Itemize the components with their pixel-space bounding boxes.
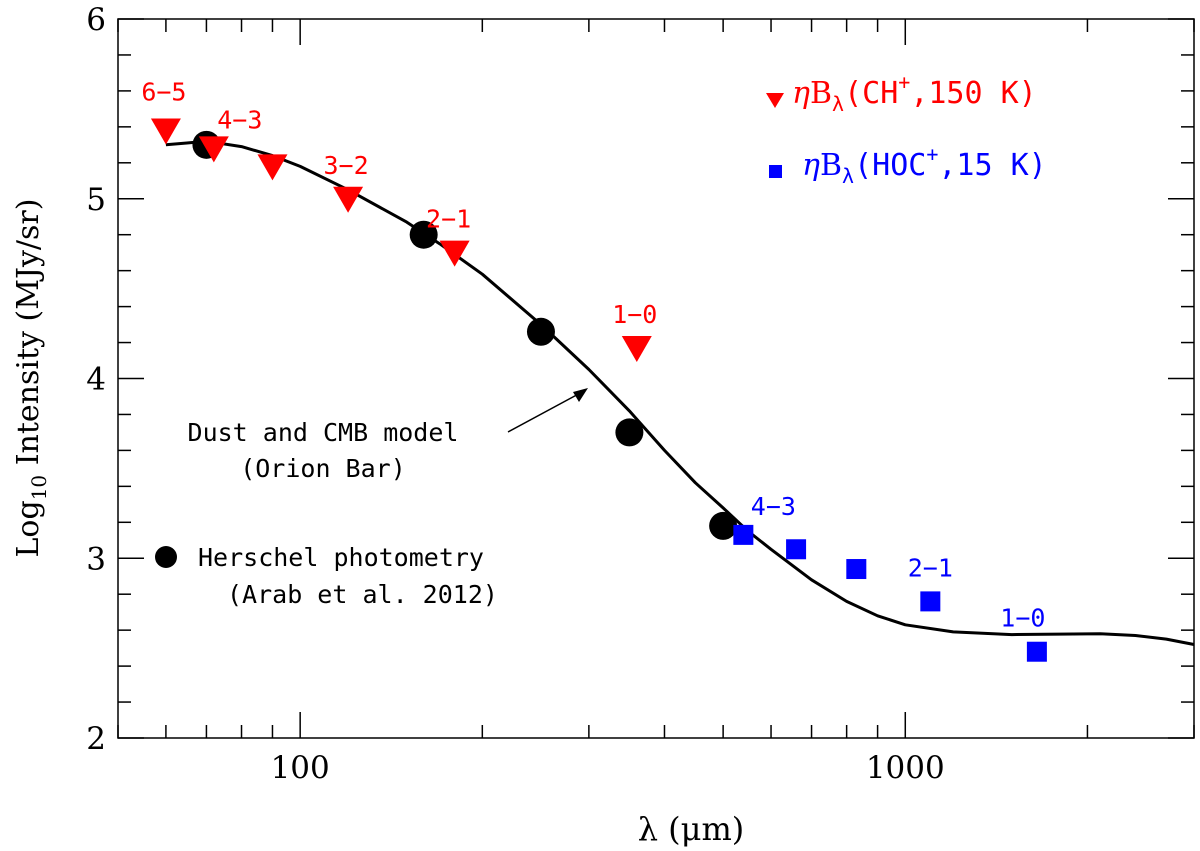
legend-open: (CH [844,76,898,111]
transition-label: 1−0 [612,300,657,329]
data-marks [150,118,1047,662]
y-tick-label: 4 [86,362,106,398]
legend-marker-ch-plus [766,93,784,108]
legend-sub: λ [842,164,854,188]
legend-eta: η [792,76,810,111]
herschel-legend-marker [155,546,177,568]
x-axis-label: λ (μm) [638,810,745,848]
x-tick-label: 100 [271,750,330,786]
hoc-plus-point [920,591,941,612]
herschel-annotation-line1: Herschel photometry [198,543,484,572]
model-curve [165,139,1195,646]
y-axis-label: Log10 Intensity (MJy/sr) [11,199,51,558]
legend-marker-hoc-plus [769,165,782,178]
transition-label: 2−1 [908,553,953,582]
hoc-plus-point [846,559,867,580]
transition-label: 4−3 [217,105,262,134]
plot-frame [117,18,1195,739]
model-annotation-arrow [507,388,588,433]
legend-sub: λ [832,92,844,116]
legend-close: ,150 K) [910,76,1036,111]
transition-label: 4−3 [751,492,796,521]
y-axis-label-post: Intensity (MJy/sr) [11,199,46,475]
ch-plus-point [333,186,364,213]
transition-label: 1−0 [1000,604,1045,633]
transition-label: 3−2 [323,151,368,180]
herschel-annotation-line2: (Arab et al. 2012) [227,580,498,609]
tick-labels: 2 3 4 5 6 100 1000 [86,2,944,786]
legend-close: ,15 K) [938,148,1046,183]
point-labels: 6−5 4−3 3−2 2−1 1−0 4−3 2−1 1−0 [141,77,1045,632]
herschel-point [526,317,555,346]
hoc-plus-point [733,524,754,545]
model-annotation-line1: Dust and CMB model [188,418,459,447]
ch-plus-point [198,136,229,163]
legend: ηBλ(CH+,150 K) ηBλ(HOC+,15 K) [766,70,1047,188]
hoc-plus-point [786,539,807,560]
ch-plus-point [257,154,288,181]
herschel-point [615,418,644,447]
y-tick-label: 5 [86,182,106,218]
legend-entry-ch-plus: ηBλ(CH+,150 K) [792,70,1037,116]
y-axis-label-sub: 10 [27,475,51,500]
legend-b: B [820,148,842,183]
model-curve-layer [165,139,1195,646]
y-axis-label-pre: Log [11,500,46,557]
y-tick-label: 2 [86,721,106,757]
herschel-point [409,220,438,249]
transition-label: 2−1 [426,205,471,234]
ch-plus-point [439,240,470,267]
legend-sup: + [926,142,938,166]
y-tick-label: 3 [86,541,106,577]
ch-plus-point [150,118,181,145]
hoc-plus-point [1026,641,1047,662]
ch-plus-point [621,335,652,362]
legend-open: (HOC [854,148,926,183]
model-annotation-line2: (Orion Bar) [240,454,406,483]
herschel-point [709,511,738,540]
legend-eta: η [802,148,820,183]
y-tick-label: 6 [86,2,106,38]
legend-sup: + [898,70,910,94]
x-tick-label: 1000 [866,750,945,786]
legend-b: B [810,76,832,111]
transition-label: 6−5 [141,77,186,106]
legend-entry-hoc-plus: ηBλ(HOC+,15 K) [802,142,1047,188]
